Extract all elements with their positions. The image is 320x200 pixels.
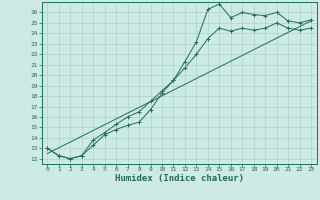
X-axis label: Humidex (Indice chaleur): Humidex (Indice chaleur) [115,174,244,183]
